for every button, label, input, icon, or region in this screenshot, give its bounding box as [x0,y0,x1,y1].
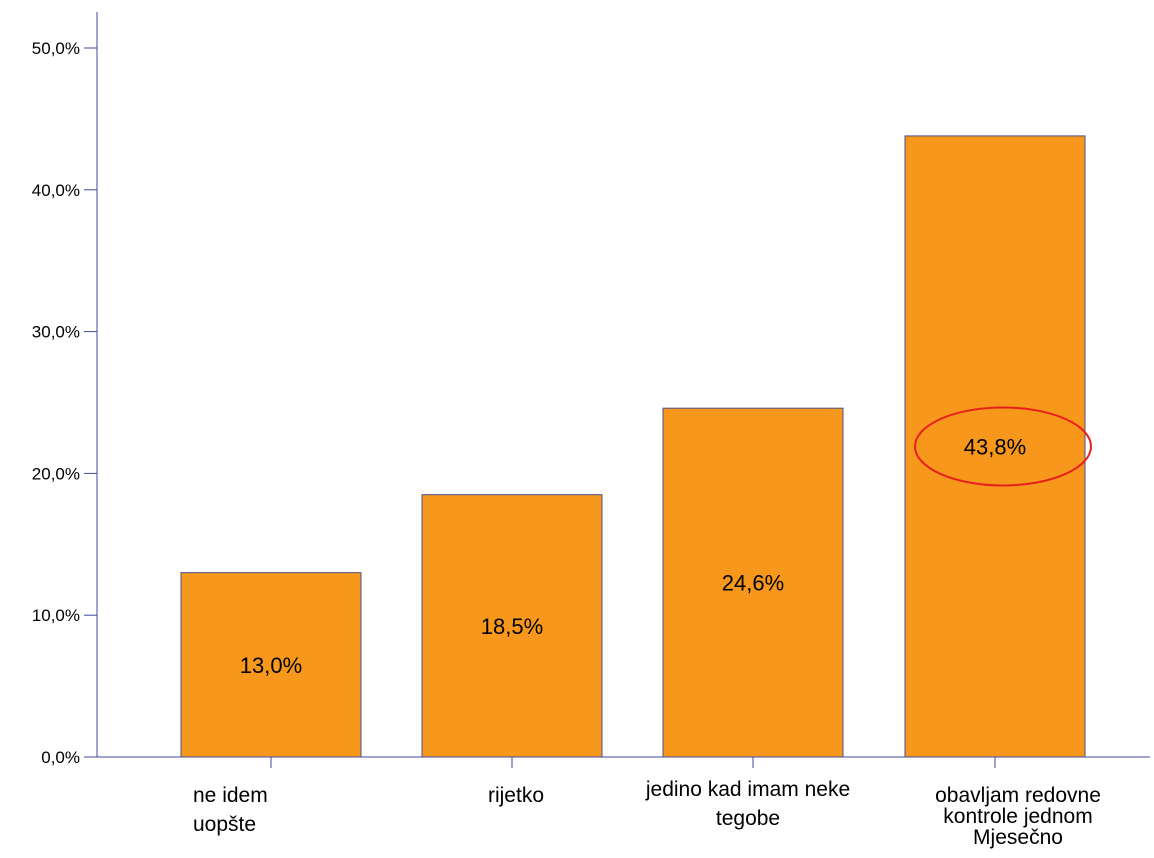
x-category-label-line: ne idem [193,784,268,807]
x-category-label: rijetko [488,784,544,807]
x-category-label-line: tegobe [716,807,780,830]
y-tick-label: 40,0% [32,181,80,200]
x-category-label-line: uopšte [193,813,256,836]
x-category-label-line: rijetko [488,784,544,807]
bars: 13,0% 18,5% 24,6% 43,8% [180,135,1092,758]
bar [662,407,844,758]
y-tick-label: 30,0% [32,323,80,342]
bar [904,135,1086,758]
x-axis: ne idem uopšte rijetko jedino kad imam neke… [97,756,1150,849]
x-category-label-line: Mjesečno [973,826,1063,849]
bar [421,494,603,758]
y-tick-label: 20,0% [32,464,80,483]
y-tick-label: 0,0% [41,748,80,767]
x-category-label: obavljam redovne kontrole jednom Mjesečno [935,784,1101,849]
x-category-label-line: obavljam redovne [935,784,1101,807]
y-tick-label: 10,0% [32,606,80,625]
highlight-ellipse [914,406,1092,487]
y-tick-label: 50,0% [32,39,80,58]
data-label: 43,8% [964,434,1026,459]
y-axis: 0,0% 10,0% 20,0% 30,0% 40,0% 50,0% [32,12,98,767]
data-label: 13,0% [240,653,302,678]
data-label: 18,5% [481,614,543,639]
data-label: 24,6% [722,571,784,596]
x-category-label-line: jedino kad imam neke [645,778,850,801]
x-category-label-line: kontrole jednom [943,805,1092,828]
x-category-label: jedino kad imam neke tegobe [645,778,850,830]
x-category-label: ne idem uopšte [193,784,268,836]
